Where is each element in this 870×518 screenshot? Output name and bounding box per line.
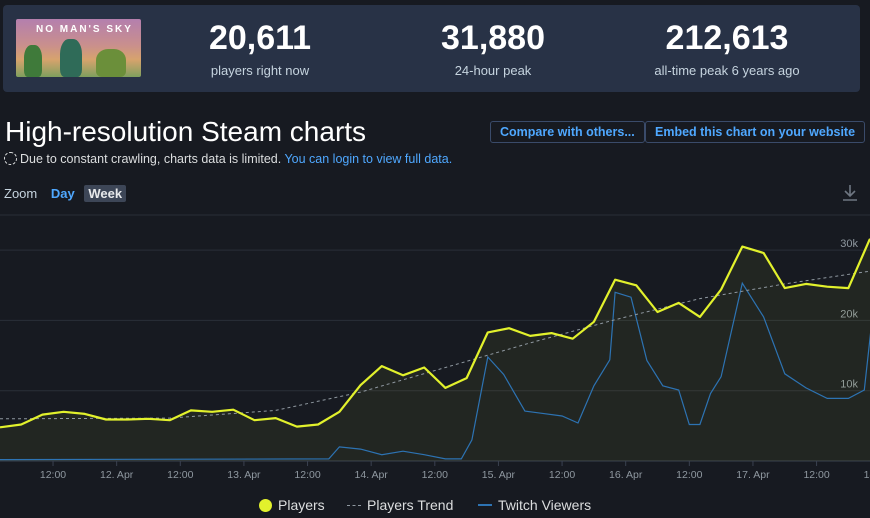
- x-tick-label: 14. Apr: [355, 469, 389, 481]
- stat-value: 212,613: [665, 19, 789, 57]
- twitch-viewers-line: [0, 281, 870, 461]
- legend-label: Players Trend: [367, 497, 454, 513]
- x-tick-label: 12:00: [422, 469, 448, 481]
- crawl-notice: Due to constant crawling, charts data is…: [4, 152, 452, 166]
- compare-button[interactable]: Compare with others...: [490, 121, 645, 143]
- login-link[interactable]: You can login to view full data.: [284, 152, 453, 166]
- stat-24h-peak: 31,880 24-hour peak: [393, 19, 593, 78]
- x-tick-label: 12:00: [40, 469, 66, 481]
- embed-chart-button[interactable]: Embed this chart on your website: [645, 121, 866, 143]
- zoom-day-button[interactable]: Day: [50, 186, 75, 201]
- legend-label: Players: [278, 497, 325, 513]
- legend-item-trend[interactable]: Players Trend: [347, 497, 453, 513]
- page-title: High-resolution Steam charts: [5, 116, 367, 147]
- legend-label: Twitch Viewers: [498, 497, 592, 513]
- x-tick-label: 18. Apr: [864, 469, 870, 481]
- legend-item-players[interactable]: Players: [259, 497, 325, 513]
- legend-line: [478, 504, 492, 506]
- download-icon[interactable]: [842, 184, 858, 202]
- thumb-figure: [24, 45, 42, 77]
- players-line: [0, 238, 870, 429]
- x-tick-label: 12:00: [549, 469, 575, 481]
- stat-value: 31,880: [441, 19, 545, 57]
- game-thumbnail[interactable]: NO MAN'S SKY: [16, 19, 141, 77]
- x-tick-label: 16. Apr: [609, 469, 643, 481]
- zoom-label: Zoom: [4, 186, 38, 201]
- players-area: [0, 239, 870, 461]
- x-tick-label: 13. Apr: [227, 469, 261, 481]
- thumb-figure: [96, 49, 126, 77]
- x-tick-label: 12:00: [294, 469, 320, 481]
- game-logo-text: NO MAN'S SKY: [36, 24, 133, 35]
- stat-value: 20,611: [208, 19, 312, 57]
- thumb-figure: [60, 39, 82, 77]
- stat-players-now: 20,611 players right now: [160, 19, 360, 78]
- x-tick-label: 12:00: [167, 469, 193, 481]
- x-tick-label: 12:00: [803, 469, 829, 481]
- stats-panel: NO MAN'S SKY 20,611 players right now 31…: [3, 5, 860, 92]
- legend-dash: [347, 504, 361, 506]
- stat-all-time-peak: 212,613 all-time peak 6 years ago: [627, 19, 827, 78]
- players-chart: 10k 20k 30k 12:00 12. Apr 12:00 13. Apr 12:00 14…: [0, 214, 870, 481]
- x-tick-label: 12:00: [676, 469, 702, 481]
- stat-label: 24-hour peak: [454, 63, 532, 78]
- notice-text: Due to constant crawling, charts data is…: [20, 152, 282, 166]
- stat-label: all-time peak 6 years ago: [654, 63, 800, 78]
- x-tick-label: 15. Apr: [482, 469, 516, 481]
- x-tick-label: 12. Apr: [100, 469, 134, 481]
- zoom-controls: Zoom Day Week: [4, 185, 127, 202]
- loading-icon: [4, 152, 17, 165]
- zoom-week-button[interactable]: Week: [84, 185, 127, 202]
- legend-dot: [259, 498, 272, 512]
- legend-item-twitch[interactable]: Twitch Viewers: [478, 497, 591, 513]
- stat-label: players right now: [210, 63, 310, 78]
- y-tick-label: 30k: [840, 238, 858, 250]
- x-tick-label: 17. Apr: [736, 469, 770, 481]
- y-tick-label: 20k: [840, 308, 858, 320]
- y-tick-label: 10k: [840, 379, 858, 391]
